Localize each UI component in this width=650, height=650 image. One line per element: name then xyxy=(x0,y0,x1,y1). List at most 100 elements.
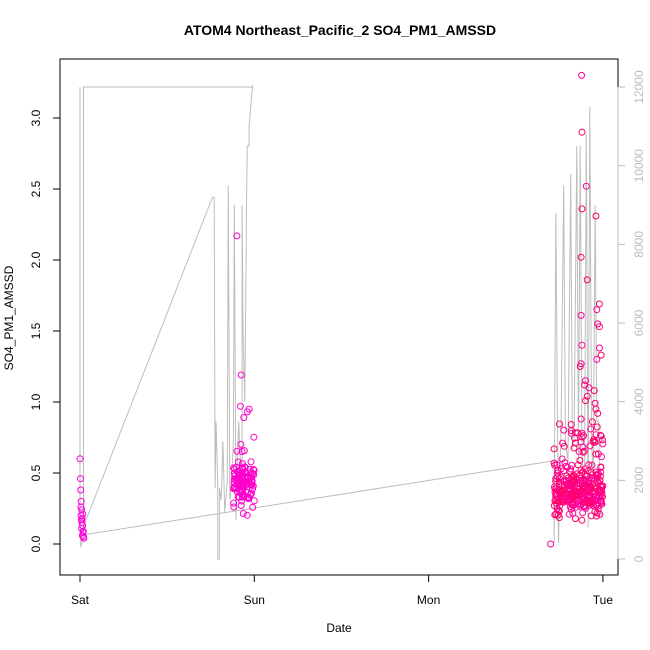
data-point xyxy=(560,467,568,475)
data-point xyxy=(239,510,247,517)
x-tick-label: Tue xyxy=(593,593,614,607)
data-point xyxy=(79,527,87,535)
data-point xyxy=(552,485,560,493)
data-point xyxy=(230,503,238,511)
data-point xyxy=(597,351,605,359)
data-point xyxy=(555,487,563,495)
y-axis-label: SO4_PM1_AMSSD xyxy=(2,265,16,370)
data-point xyxy=(249,465,257,473)
y2-tick-label: 12000 xyxy=(632,70,646,104)
data-point xyxy=(588,418,596,426)
data-point xyxy=(77,512,85,520)
data-point xyxy=(597,431,604,439)
data-point xyxy=(581,465,589,473)
data-point xyxy=(592,405,600,413)
chart-title: ATOM4 Northeast_Pacific_2 SO4_PM1_AMSSD xyxy=(184,22,496,38)
data-point xyxy=(567,421,575,428)
data-point xyxy=(560,477,568,485)
data-point xyxy=(77,486,85,494)
secondary-series-line xyxy=(79,85,603,560)
data-point xyxy=(245,494,253,502)
data-point xyxy=(572,503,580,511)
data-point xyxy=(590,474,598,482)
data-point xyxy=(247,458,255,466)
data-point xyxy=(562,462,570,470)
data-point xyxy=(77,503,85,511)
data-point xyxy=(574,461,582,469)
data-point xyxy=(584,482,592,490)
data-point xyxy=(579,490,587,498)
data-point xyxy=(245,479,253,487)
data-point xyxy=(238,497,246,505)
data-point xyxy=(247,473,255,481)
data-point xyxy=(593,355,601,363)
data-point xyxy=(245,405,253,413)
data-point xyxy=(571,429,579,437)
data-point xyxy=(597,468,605,476)
data-point xyxy=(233,447,241,455)
data-point xyxy=(583,392,591,400)
data-point xyxy=(577,360,585,368)
x-tick-label: Mon xyxy=(417,593,440,607)
data-point xyxy=(547,540,555,548)
data-point xyxy=(595,323,603,331)
data-point xyxy=(246,491,254,499)
y-tick-label: 2.5 xyxy=(29,180,43,197)
data-point xyxy=(578,516,586,524)
data-point xyxy=(244,493,252,501)
data-point xyxy=(577,466,585,474)
data-point xyxy=(597,497,605,505)
data-point xyxy=(595,479,603,487)
y2-tick-label: 2000 xyxy=(632,467,646,494)
data-point xyxy=(577,253,585,261)
data-point xyxy=(578,433,586,441)
data-point xyxy=(586,473,594,481)
data-point xyxy=(237,440,245,448)
data-point xyxy=(231,465,238,473)
data-point xyxy=(77,475,84,483)
y2-tick-label: 10000 xyxy=(632,149,646,183)
data-point xyxy=(249,503,257,511)
data-point xyxy=(235,493,243,501)
data-point xyxy=(580,447,588,455)
data-point xyxy=(241,480,248,488)
y-tick-label: 0.5 xyxy=(29,464,43,481)
data-point xyxy=(556,420,563,428)
data-point xyxy=(576,471,584,479)
data-point xyxy=(574,429,582,437)
data-point xyxy=(243,511,251,519)
data-point xyxy=(231,476,239,484)
data-point xyxy=(580,432,587,440)
data-point xyxy=(569,493,577,501)
y-tick-label: 1.5 xyxy=(29,322,43,339)
data-point xyxy=(240,414,248,422)
data-point xyxy=(561,459,569,467)
data-point xyxy=(237,371,245,379)
data-point xyxy=(592,484,599,492)
data-point xyxy=(594,502,602,510)
data-point xyxy=(560,426,568,434)
data-point xyxy=(576,363,584,370)
axes xyxy=(59,58,619,576)
data-point xyxy=(587,494,595,502)
data-point xyxy=(560,498,567,506)
x-tick-label: Sat xyxy=(71,593,90,607)
data-point xyxy=(579,443,587,451)
data-point xyxy=(77,516,85,524)
data-point xyxy=(240,447,248,455)
data-point xyxy=(579,509,587,517)
plot-frame xyxy=(59,58,619,576)
data-point xyxy=(249,485,257,493)
data-point xyxy=(581,381,589,389)
data-point xyxy=(236,402,244,410)
data-point xyxy=(591,399,599,407)
data-point xyxy=(578,341,586,349)
data-points xyxy=(76,71,607,548)
data-point xyxy=(599,440,607,448)
data-point xyxy=(250,433,258,441)
data-point xyxy=(565,492,573,499)
x-axis-label: Date xyxy=(326,621,352,635)
y2-tick-label: 4000 xyxy=(632,388,646,415)
y-tick-label: 3.0 xyxy=(29,109,43,126)
